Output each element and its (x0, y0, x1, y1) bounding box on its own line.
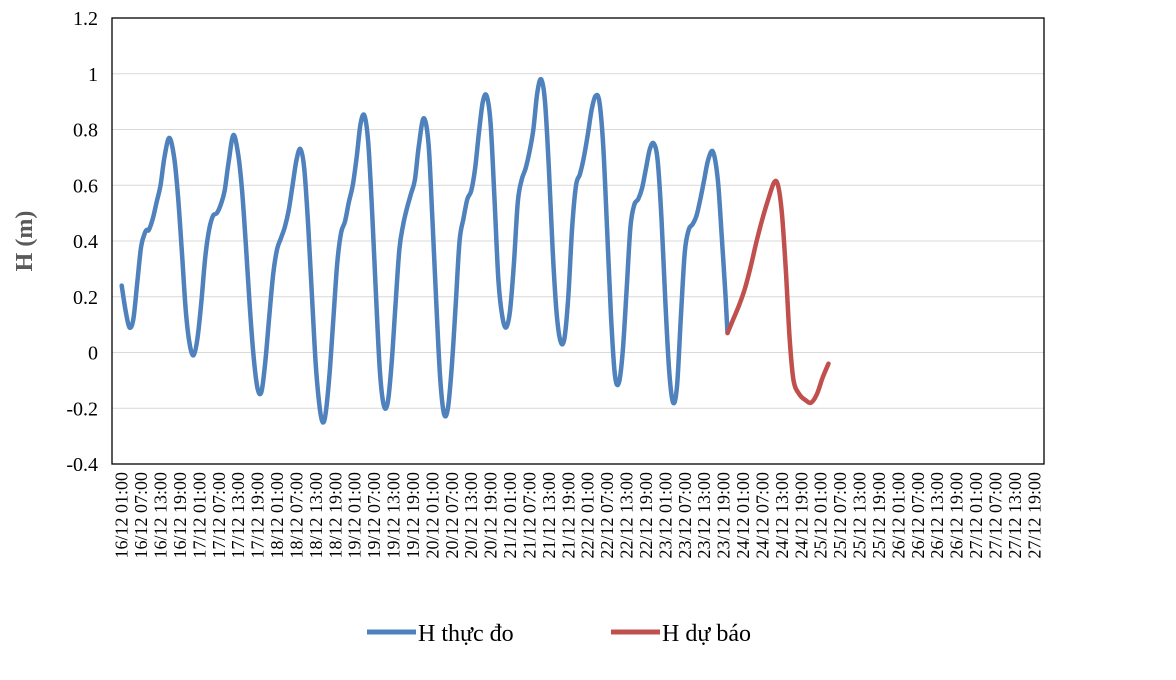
x-tick-label: 24/12 01:00 (733, 472, 753, 559)
x-tick-label: 19/12 01:00 (345, 472, 365, 559)
x-tick-label: 23/12 01:00 (655, 472, 675, 559)
x-tick-label: 23/12 13:00 (694, 472, 714, 559)
x-tick-label: 17/12 13:00 (228, 472, 248, 559)
y-tick-label: 1.2 (73, 8, 98, 30)
x-tick-label: 27/12 07:00 (985, 472, 1005, 559)
y-tick-label: 0.2 (73, 287, 98, 309)
x-tick-label: 26/12 13:00 (927, 472, 947, 559)
x-tick-label: 23/12 07:00 (675, 472, 695, 559)
x-tick-label: 27/12 13:00 (1005, 472, 1025, 559)
x-tick-label: 18/12 07:00 (286, 472, 306, 559)
y-tick-label: 1 (88, 64, 98, 86)
y-tick-label: 0.8 (73, 120, 98, 142)
x-tick-label: 21/12 19:00 (558, 472, 578, 559)
x-tick-label: 20/12 01:00 (422, 472, 442, 559)
legend: H thực đo H dự báo (367, 621, 751, 647)
legend-item-observed: H thực đo (367, 621, 514, 647)
x-tick-label: 21/12 07:00 (519, 472, 539, 559)
x-tick-label: 25/12 13:00 (850, 472, 870, 559)
x-tick-label: 24/12 19:00 (791, 472, 811, 559)
legend-item-forecast: H dự báo (611, 621, 751, 647)
x-tick-label: 20/12 19:00 (481, 472, 501, 559)
x-tick-label: 26/12 01:00 (888, 472, 908, 559)
x-tick-label: 18/12 19:00 (325, 472, 345, 559)
x-tick-label: 18/12 13:00 (306, 472, 326, 559)
y-tick-label: 0.6 (73, 175, 98, 197)
series-line-forecast (725, 178, 831, 406)
x-tick-label: 22/12 13:00 (617, 472, 637, 559)
x-tick-label: 19/12 07:00 (364, 472, 384, 559)
series-line-observed (119, 76, 730, 425)
y-tick-label: 0.4 (73, 231, 98, 253)
legend-label-forecast: H dự báo (662, 621, 751, 647)
x-tick-label: 24/12 07:00 (752, 472, 772, 559)
x-tick-label: 23/12 19:00 (714, 472, 734, 559)
series-lines (119, 76, 831, 425)
x-tick-label: 17/12 07:00 (209, 472, 229, 559)
x-tick-label: 16/12 13:00 (151, 472, 171, 559)
x-tick-label: 24/12 13:00 (772, 472, 792, 559)
x-axis-ticks: 16/12 01:00 16/12 07:00 16/12 13:00 16/12 1… (112, 472, 1045, 559)
x-tick-label: 17/12 19:00 (248, 472, 268, 559)
x-tick-label: 20/12 13:00 (461, 472, 481, 559)
x-tick-label: 17/12 01:00 (189, 472, 209, 559)
x-tick-label: 22/12 01:00 (578, 472, 598, 559)
x-tick-label: 22/12 19:00 (636, 472, 656, 559)
x-tick-label: 16/12 19:00 (170, 472, 190, 559)
x-tick-label: 27/12 19:00 (1024, 472, 1044, 559)
x-tick-label: 18/12 01:00 (267, 472, 287, 559)
x-tick-label: 19/12 19:00 (403, 472, 423, 559)
x-tick-label: 22/12 07:00 (597, 472, 617, 559)
x-tick-label: 20/12 07:00 (442, 472, 462, 559)
x-tick-label: 26/12 07:00 (908, 472, 928, 559)
legend-label-observed: H thực đo (418, 621, 514, 647)
x-tick-label: 27/12 01:00 (966, 472, 986, 559)
plot-area-border (111, 17, 1045, 465)
x-tick-label: 21/12 13:00 (539, 472, 559, 559)
y-tick-label: 0 (88, 343, 98, 365)
x-tick-label: 19/12 13:00 (384, 472, 404, 559)
y-axis-ticks: -0.4 -0.2 0 0.2 0.4 0.6 0.8 1 1.2 (66, 8, 98, 476)
x-tick-label: 21/12 01:00 (500, 472, 520, 559)
x-tick-label: 25/12 01:00 (811, 472, 831, 559)
y-axis-label: H (m) (12, 211, 38, 272)
x-tick-label: 16/12 07:00 (131, 472, 151, 559)
y-tick-label: -0.4 (66, 454, 98, 476)
x-tick-label: 26/12 19:00 (947, 472, 967, 559)
x-tick-label: 25/12 07:00 (830, 472, 850, 559)
x-tick-label: 16/12 01:00 (112, 472, 132, 559)
x-tick-label: 25/12 19:00 (869, 472, 889, 559)
y-tick-label: -0.2 (66, 398, 98, 420)
